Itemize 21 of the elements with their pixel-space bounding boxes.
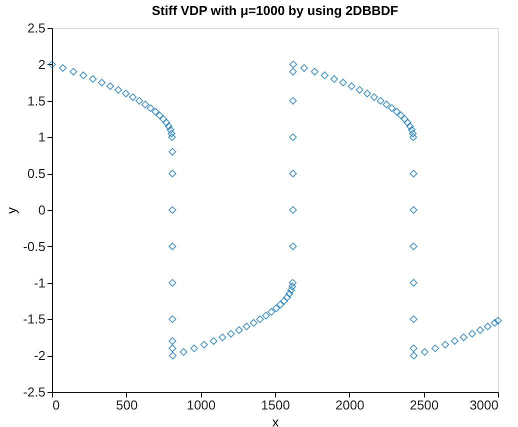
- y-tick-label: 2: [38, 56, 46, 72]
- y-axis-title: y: [4, 206, 20, 214]
- y-tick-label: 2.5: [27, 20, 46, 36]
- x-tick-label: 500: [116, 398, 138, 412]
- y-tick-label: 0.5: [27, 166, 46, 182]
- chart-title: Stiff VDP with μ=1000 by using 2DBBDF: [152, 3, 398, 18]
- y-tick-label: 1.5: [27, 93, 46, 108]
- y-tick-label: 0: [38, 202, 46, 218]
- y-tick-label: 1: [38, 130, 46, 145]
- x-tick-label: 0: [52, 398, 60, 412]
- x-axis-title: x: [272, 414, 280, 427]
- y-tick-label: -0.5: [23, 238, 46, 254]
- x-tick-label: 1500: [261, 398, 290, 412]
- y-tick-label: -1: [34, 275, 46, 290]
- x-tick-label: 2000: [335, 398, 364, 412]
- x-tick-label: 2500: [410, 398, 439, 412]
- y-tick-label: -2: [34, 348, 46, 364]
- y-tick-label: -1.5: [23, 312, 46, 327]
- y-tick-label: -2.5: [23, 384, 46, 400]
- x-tick-label: 3000: [470, 398, 498, 412]
- x-tick-label: 1000: [186, 398, 216, 412]
